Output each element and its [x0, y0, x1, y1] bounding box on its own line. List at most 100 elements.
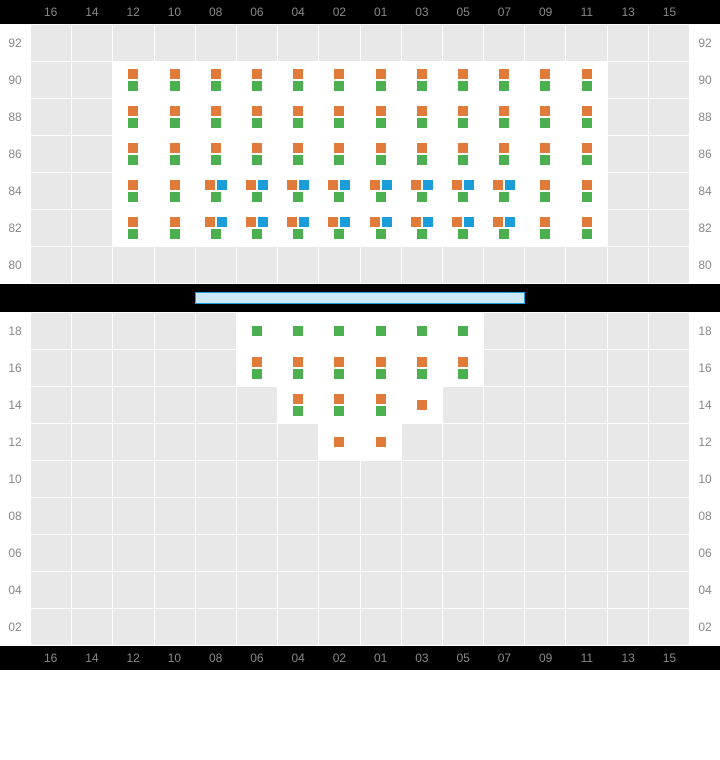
grid-cell[interactable]	[278, 387, 319, 423]
grid-cell[interactable]	[649, 210, 690, 246]
grid-cell[interactable]	[319, 461, 360, 497]
grid-cell[interactable]	[443, 247, 484, 283]
grid-cell[interactable]	[402, 136, 443, 172]
grid-cell[interactable]	[402, 99, 443, 135]
grid-cell[interactable]	[237, 387, 278, 423]
grid-cell[interactable]	[72, 424, 113, 460]
grid-cell[interactable]	[484, 572, 525, 608]
grid-cell[interactable]	[566, 136, 607, 172]
grid-cell[interactable]	[30, 498, 72, 534]
grid-cell[interactable]	[525, 62, 566, 98]
grid-cell[interactable]	[649, 572, 690, 608]
grid-cell[interactable]	[402, 25, 443, 61]
grid-cell[interactable]	[443, 387, 484, 423]
grid-cell[interactable]	[649, 247, 690, 283]
grid-cell[interactable]	[608, 313, 649, 349]
grid-cell[interactable]	[566, 535, 607, 571]
grid-cell[interactable]	[402, 535, 443, 571]
grid-cell[interactable]	[443, 313, 484, 349]
grid-cell[interactable]	[649, 313, 690, 349]
grid-cell[interactable]	[237, 424, 278, 460]
grid-cell[interactable]	[30, 461, 72, 497]
grid-cell[interactable]	[525, 350, 566, 386]
grid-cell[interactable]	[443, 461, 484, 497]
grid-cell[interactable]	[278, 25, 319, 61]
grid-cell[interactable]	[361, 350, 402, 386]
grid-cell[interactable]	[649, 424, 690, 460]
grid-cell[interactable]	[402, 62, 443, 98]
grid-cell[interactable]	[278, 313, 319, 349]
grid-cell[interactable]	[443, 535, 484, 571]
grid-cell[interactable]	[319, 313, 360, 349]
grid-cell[interactable]	[113, 535, 154, 571]
grid-cell[interactable]	[155, 136, 196, 172]
grid-cell[interactable]	[484, 498, 525, 534]
grid-cell[interactable]	[361, 99, 402, 135]
grid-cell[interactable]	[484, 136, 525, 172]
grid-cell[interactable]	[361, 136, 402, 172]
grid-cell[interactable]	[402, 387, 443, 423]
grid-cell[interactable]	[525, 609, 566, 645]
grid-cell[interactable]	[566, 424, 607, 460]
grid-cell[interactable]	[155, 609, 196, 645]
grid-cell[interactable]	[30, 387, 72, 423]
grid-cell[interactable]	[72, 387, 113, 423]
grid-cell[interactable]	[155, 424, 196, 460]
grid-cell[interactable]	[361, 247, 402, 283]
grid-cell[interactable]	[484, 350, 525, 386]
grid-cell[interactable]	[72, 247, 113, 283]
grid-cell[interactable]	[443, 25, 484, 61]
grid-cell[interactable]	[361, 387, 402, 423]
grid-cell[interactable]	[566, 62, 607, 98]
grid-cell[interactable]	[484, 313, 525, 349]
grid-cell[interactable]	[30, 136, 72, 172]
grid-cell[interactable]	[566, 210, 607, 246]
grid-cell[interactable]	[608, 609, 649, 645]
grid-cell[interactable]	[30, 25, 72, 61]
grid-cell[interactable]	[649, 609, 690, 645]
grid-cell[interactable]	[72, 498, 113, 534]
grid-cell[interactable]	[30, 62, 72, 98]
grid-cell[interactable]	[402, 247, 443, 283]
grid-cell[interactable]	[361, 424, 402, 460]
grid-cell[interactable]	[278, 99, 319, 135]
grid-cell[interactable]	[278, 247, 319, 283]
grid-cell[interactable]	[443, 572, 484, 608]
grid-cell[interactable]	[30, 313, 72, 349]
grid-cell[interactable]	[608, 173, 649, 209]
grid-cell[interactable]	[608, 25, 649, 61]
grid-cell[interactable]	[237, 247, 278, 283]
grid-cell[interactable]	[484, 173, 525, 209]
grid-cell[interactable]	[566, 461, 607, 497]
grid-cell[interactable]	[237, 461, 278, 497]
grid-cell[interactable]	[196, 136, 237, 172]
grid-cell[interactable]	[608, 350, 649, 386]
grid-cell[interactable]	[484, 387, 525, 423]
grid-cell[interactable]	[443, 173, 484, 209]
grid-cell[interactable]	[566, 498, 607, 534]
grid-cell[interactable]	[72, 99, 113, 135]
grid-cell[interactable]	[237, 25, 278, 61]
grid-cell[interactable]	[113, 609, 154, 645]
grid-cell[interactable]	[525, 572, 566, 608]
grid-cell[interactable]	[402, 498, 443, 534]
grid-cell[interactable]	[361, 62, 402, 98]
grid-cell[interactable]	[525, 99, 566, 135]
grid-cell[interactable]	[155, 350, 196, 386]
grid-cell[interactable]	[566, 247, 607, 283]
grid-cell[interactable]	[113, 572, 154, 608]
grid-cell[interactable]	[484, 609, 525, 645]
grid-cell[interactable]	[361, 609, 402, 645]
grid-cell[interactable]	[196, 387, 237, 423]
grid-cell[interactable]	[113, 350, 154, 386]
grid-cell[interactable]	[608, 461, 649, 497]
grid-cell[interactable]	[319, 99, 360, 135]
grid-cell[interactable]	[155, 461, 196, 497]
grid-cell[interactable]	[30, 210, 72, 246]
grid-cell[interactable]	[72, 62, 113, 98]
grid-cell[interactable]	[361, 210, 402, 246]
grid-cell[interactable]	[196, 99, 237, 135]
grid-cell[interactable]	[30, 350, 72, 386]
grid-cell[interactable]	[649, 350, 690, 386]
grid-cell[interactable]	[72, 609, 113, 645]
